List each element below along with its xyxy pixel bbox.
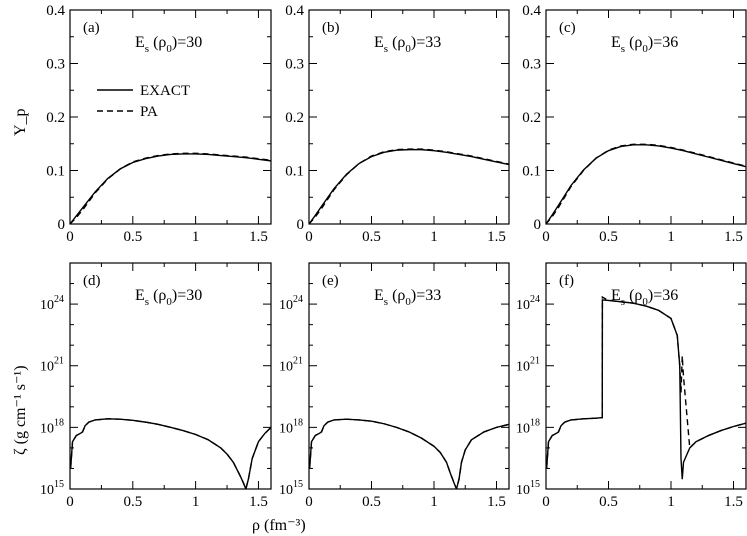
panel-b-ytick-label: 0.3 bbox=[285, 57, 304, 73]
panel-c-ytick-label: 0.1 bbox=[522, 164, 541, 180]
panel-e-label: (e) bbox=[322, 273, 339, 289]
panel-e-xtick-label: 0.5 bbox=[362, 494, 381, 510]
panel-f-xtick-label: 0.5 bbox=[599, 494, 618, 510]
panel-a-xtick-label: 1.5 bbox=[249, 229, 268, 245]
panel-e-ytick-label: 1015 bbox=[279, 479, 303, 498]
panel-a-ytick-label: 0 bbox=[58, 217, 66, 233]
panel-d-xtick-label: 0 bbox=[66, 494, 74, 510]
panel-c-ytick-label: 0.4 bbox=[522, 3, 541, 19]
panel-c: 0 0.5 1 1.5 0 0.1 0.2 0.3 0.4 (c) Es (ρ0)=36 bbox=[522, 3, 747, 245]
panel-b-ytick-label: 0 bbox=[297, 217, 305, 233]
y-axis-title-top: Y_p bbox=[12, 108, 29, 136]
panel-f-ytick-label: 1018 bbox=[516, 417, 540, 436]
panel-c-xtick-label: 1.5 bbox=[724, 229, 743, 245]
legend-label-pa: PA bbox=[140, 104, 158, 120]
panel-e-series-pa bbox=[309, 418, 509, 489]
panel-b-label: (b) bbox=[322, 20, 340, 36]
y-axis-title-bottom: ζ (g cm⁻¹ s⁻¹) bbox=[12, 365, 29, 455]
panel-d-label: (d) bbox=[83, 273, 101, 289]
panel-b-annotation: Es (ρ0)=33 bbox=[374, 34, 441, 55]
panel-a: 0 0.5 1 1.5 0 0.1 0.2 0.3 0.4 (a) Es (ρ0)=30 bbox=[46, 3, 272, 245]
panel-b-xtick-label: 1.5 bbox=[487, 229, 506, 245]
panel-e-ytick-label: 1021 bbox=[279, 356, 303, 375]
panel-e-ytick-label: 1024 bbox=[279, 294, 303, 313]
panel-d-xtick-label: 1.5 bbox=[249, 494, 268, 510]
panel-d-ytick-label: 1015 bbox=[40, 479, 64, 498]
panel-b-xtick-label: 1 bbox=[430, 229, 438, 245]
panel-f-xtick-label: 1 bbox=[667, 494, 675, 510]
panel-e: 0 0.5 1 1.5 1015 1018 1021 1024 (e) Es (ρ0)=33 bbox=[279, 262, 510, 510]
panel-e-xtick-label: 1 bbox=[430, 494, 438, 510]
panel-d: 0 0.5 1 1.5 1015 1018 1021 1024 (d) Es (ρ0)=30 bbox=[40, 262, 272, 510]
panel-e-ytick-label: 1018 bbox=[279, 417, 303, 436]
panel-b: 0 0.5 1 1.5 0 0.1 0.2 0.3 0.4 (b) Es (ρ0)=33 bbox=[285, 3, 510, 245]
legend: EXACT PA bbox=[97, 83, 190, 120]
panel-a-xtick-label: 1 bbox=[192, 229, 200, 245]
panel-f-annotation: Es (ρ0)=36 bbox=[611, 287, 678, 308]
panel-c-series-pa bbox=[546, 143, 746, 224]
panel-c-ytick-label: 0 bbox=[534, 217, 542, 233]
panel-b-ytick-label: 0.4 bbox=[285, 3, 304, 19]
panel-c-xtick-label: 0.5 bbox=[599, 229, 618, 245]
panel-a-ytick-label: 0.1 bbox=[46, 164, 65, 180]
panel-d-frame bbox=[69, 262, 272, 490]
legend-label-exact: EXACT bbox=[140, 83, 190, 99]
panel-b-xtick-label: 0.5 bbox=[362, 229, 381, 245]
panel-a-ytick-label: 0.2 bbox=[46, 110, 65, 126]
panel-f-ytick-label: 1024 bbox=[516, 294, 540, 313]
panel-c-ytick-label: 0.2 bbox=[522, 110, 541, 126]
panel-a-ytick-label: 0.3 bbox=[46, 57, 65, 73]
x-axis-title: ρ (fm⁻³) bbox=[252, 517, 306, 534]
panel-b-ytick-label: 0.1 bbox=[285, 164, 304, 180]
panel-f: 0 0.5 1 1.5 1015 1018 1021 1024 (f) Es (ρ0)=36 bbox=[516, 262, 747, 510]
panel-a-annotation: Es (ρ0)=30 bbox=[135, 34, 202, 55]
panel-d-ytick-label: 1018 bbox=[40, 417, 64, 436]
panel-f-frame bbox=[545, 262, 747, 490]
panel-e-frame bbox=[308, 262, 510, 490]
panel-f-ytick-label: 1021 bbox=[516, 356, 540, 375]
panel-c-xtick-label: 0 bbox=[542, 229, 550, 245]
panel-d-series-pa bbox=[70, 418, 271, 489]
panel-e-xtick-label: 0 bbox=[305, 494, 313, 510]
panel-e-xtick-label: 1.5 bbox=[487, 494, 506, 510]
panel-a-xtick-label: 0.5 bbox=[123, 229, 142, 245]
panel-f-xtick-label: 0 bbox=[542, 494, 550, 510]
panel-c-ytick-label: 0.3 bbox=[522, 57, 541, 73]
panel-d-xtick-label: 0.5 bbox=[123, 494, 142, 510]
panel-a-xtick-label: 0 bbox=[66, 229, 74, 245]
panel-c-xtick-label: 1 bbox=[667, 229, 675, 245]
panel-c-annotation: Es (ρ0)=36 bbox=[611, 34, 678, 55]
panel-d-ytick-label: 1021 bbox=[40, 356, 64, 375]
panel-b-ytick-label: 0.2 bbox=[285, 110, 304, 126]
panel-a-series-pa bbox=[70, 152, 271, 224]
panel-d-annotation: Es (ρ0)=30 bbox=[135, 287, 202, 308]
panel-e-annotation: Es (ρ0)=33 bbox=[374, 287, 441, 308]
panel-f-label: (f) bbox=[559, 273, 574, 289]
panel-d-xtick-label: 1 bbox=[192, 494, 200, 510]
panel-c-label: (c) bbox=[559, 20, 576, 36]
panel-a-ytick-label: 0.4 bbox=[46, 3, 65, 19]
panel-a-label: (a) bbox=[83, 20, 100, 36]
panel-f-series-pa bbox=[546, 295, 746, 469]
panel-d-ytick-label: 1024 bbox=[40, 294, 64, 313]
panel-b-series-pa bbox=[309, 148, 509, 224]
panel-b-xtick-label: 0 bbox=[305, 229, 313, 245]
panel-f-ytick-label: 1015 bbox=[516, 479, 540, 498]
panel-f-xtick-label: 1.5 bbox=[724, 494, 743, 510]
